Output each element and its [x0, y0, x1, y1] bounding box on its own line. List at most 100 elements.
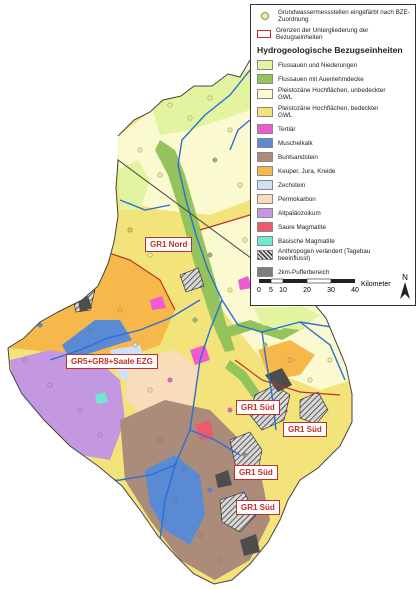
- subdivision-boundary-2: [234, 359, 341, 396]
- station-point: [242, 452, 248, 458]
- subdivision-boundary-1: [99, 249, 176, 311]
- river-havel: [229, 119, 251, 151]
- zone-floodplain-loam-elbe: [155, 140, 235, 352]
- subdivision-boundary-3: [199, 214, 251, 231]
- scale-segment: [270, 278, 284, 284]
- station-dot-icon: [261, 12, 269, 20]
- station-point: [117, 307, 123, 313]
- scale-bar: 0 5 10 20 30 40 Kilometer: [257, 278, 391, 294]
- legend-unit-label: Permokarbon: [278, 195, 316, 203]
- legend-unit-label: Flussauen und Niederungen: [278, 61, 358, 69]
- legend-swatch: [257, 222, 273, 232]
- zone-tertiaer-2: [238, 276, 252, 290]
- station-point: [22, 357, 28, 363]
- legend-swatch: [257, 194, 273, 204]
- station-point: [37, 322, 43, 328]
- legend-unit-label: Tertiär: [278, 125, 296, 133]
- legend-unit-label: Zechstein: [278, 181, 306, 189]
- station-point: [227, 127, 233, 133]
- station-point: [192, 317, 198, 323]
- station-point: [227, 287, 233, 293]
- zone-keuper-east: [258, 340, 315, 380]
- legend-unit-label: Flussauen mit Auenlehmdecke: [278, 75, 364, 83]
- station-point: [147, 387, 153, 393]
- legend-unit-row: Saure Magmatite: [257, 222, 413, 232]
- station-point: [57, 297, 63, 303]
- legend-stations-label: Grundwassermessstellen eingefärbt nach B…: [278, 9, 410, 23]
- region-label-gr1-sued-2: GR1 Süd: [283, 422, 327, 437]
- river-east: [299, 321, 346, 381]
- legend-unit-row: Altpaläozoikum: [257, 208, 413, 218]
- legend-unit-row: Pleistozäne Hochflächen, bedeckter GWL: [257, 105, 413, 119]
- legend-swatch: [257, 236, 273, 246]
- scale-tick-label: 20: [303, 287, 311, 294]
- zone-acid-magmatite: [195, 420, 214, 440]
- station-point: [137, 147, 143, 153]
- buffer-area-3: [240, 534, 260, 556]
- zone-altpalaeozoikum: [10, 350, 125, 460]
- scale-tick-label: 30: [327, 287, 335, 294]
- legend-swatch: [257, 267, 273, 277]
- legend-unit-row: Buntsandstein: [257, 152, 413, 162]
- north-label: N: [402, 273, 408, 282]
- station-point: [127, 227, 133, 233]
- hatch-swatch-icon: [257, 250, 273, 260]
- buffer-area-1: [265, 368, 292, 392]
- station-point: [217, 557, 223, 563]
- scale-tick-label: 40: [351, 287, 359, 294]
- station-point: [87, 327, 93, 333]
- legend-unit-label: Keuper, Jura, Kreide: [278, 167, 336, 175]
- legend-unit-label: Buntsandstein: [278, 153, 318, 161]
- station-point: [147, 252, 153, 258]
- zone-tertiaer-1: [190, 345, 210, 365]
- region-label-gr1-nord: GR1 Nord: [145, 237, 193, 252]
- scale-tick-label: 0: [257, 287, 261, 294]
- legend-unit-row: Anthropogen verändert (Tagebau beeinflus…: [257, 248, 413, 262]
- legend-swatch: [257, 166, 273, 176]
- scale-segment: [306, 278, 332, 284]
- legend-unit-label: Muschelkalk: [278, 139, 313, 147]
- north-arrow: N: [400, 273, 410, 299]
- station-point: [207, 95, 213, 101]
- station-point: [207, 487, 213, 493]
- legend-unit-row: Zechstein: [257, 180, 413, 190]
- legend-unit-label: 2km-Pufferbereich: [278, 268, 330, 276]
- station-point: [212, 157, 218, 163]
- buffer-area-2: [215, 470, 232, 488]
- zone-floodplain-north: [150, 70, 250, 135]
- station-point: [47, 382, 53, 388]
- river-bode: [49, 299, 201, 361]
- zone-lowland-drömling: [118, 160, 150, 210]
- scale-segment: [283, 279, 307, 283]
- station-point: [287, 357, 293, 363]
- legend-swatch: [257, 124, 273, 134]
- legend-unit-row: Muschelkalk: [257, 138, 413, 148]
- station-point: [307, 377, 313, 383]
- station-point: [187, 115, 193, 121]
- station-point: [77, 407, 83, 413]
- legend-swatch: [257, 89, 273, 99]
- measurement-points: [22, 95, 333, 563]
- station-point: [327, 357, 333, 363]
- legend-swatch: [257, 180, 273, 190]
- mining-area-6: [179, 267, 205, 293]
- station-point: [97, 432, 103, 438]
- legend-swatch: [257, 107, 273, 117]
- map-legend: Grundwassermessstellen eingefärbt nach B…: [250, 4, 416, 306]
- legend-boundary-label: Grenzen der Untergliederung der Bezugsei…: [276, 27, 369, 41]
- scale-tick-label: 10: [279, 287, 287, 294]
- station-point: [242, 237, 248, 243]
- station-point: [262, 342, 268, 348]
- legend-boundary-row: Grenzen der Untergliederung der Bezugsei…: [257, 27, 413, 41]
- river-ohre: [119, 199, 171, 211]
- legend-unit-label: Anthropogen verändert (Tagebau beeinflus…: [278, 248, 371, 262]
- station-point: [132, 342, 138, 348]
- legend-swatch: [257, 208, 273, 218]
- station-point: [167, 377, 173, 383]
- river-weisse-elster: [189, 429, 241, 456]
- region-label-gr1-sued-1: GR1 Süd: [236, 400, 280, 415]
- scale-tick-label: 5: [269, 287, 273, 294]
- station-point: [182, 467, 188, 473]
- station-point: [157, 437, 163, 443]
